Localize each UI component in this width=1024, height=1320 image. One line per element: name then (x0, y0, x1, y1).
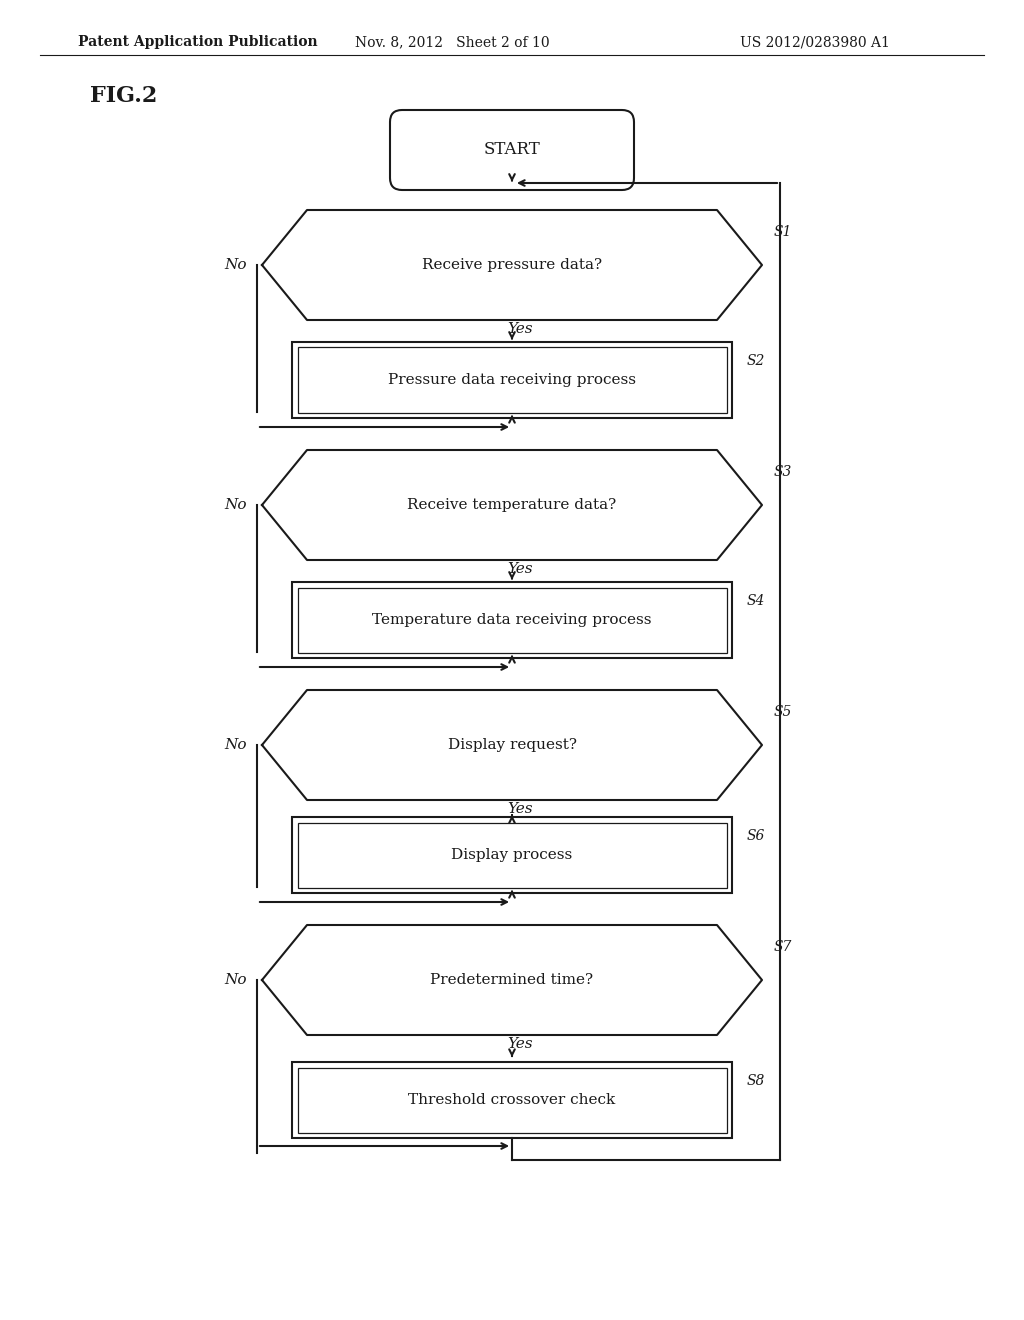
Text: US 2012/0283980 A1: US 2012/0283980 A1 (740, 36, 890, 49)
Text: FIG.2: FIG.2 (90, 84, 158, 107)
Text: Receive pressure data?: Receive pressure data? (422, 257, 602, 272)
Text: Patent Application Publication: Patent Application Publication (78, 36, 317, 49)
Text: Yes: Yes (507, 803, 532, 816)
Text: S4: S4 (746, 594, 765, 609)
Text: S8: S8 (746, 1074, 765, 1088)
Text: S3: S3 (774, 465, 793, 479)
Text: Receive temperature data?: Receive temperature data? (408, 498, 616, 512)
Text: No: No (224, 973, 247, 987)
Text: Yes: Yes (507, 1038, 532, 1051)
Text: Threshold crossover check: Threshold crossover check (409, 1093, 615, 1107)
Text: START: START (483, 141, 541, 158)
Text: S1: S1 (774, 224, 793, 239)
Text: Display process: Display process (452, 847, 572, 862)
Text: S7: S7 (774, 940, 793, 954)
Text: S6: S6 (746, 829, 765, 843)
Text: Pressure data receiving process: Pressure data receiving process (388, 374, 636, 387)
Text: Display request?: Display request? (447, 738, 577, 752)
Text: Yes: Yes (507, 322, 532, 337)
Text: Predetermined time?: Predetermined time? (430, 973, 594, 987)
Text: No: No (224, 738, 247, 752)
Text: S2: S2 (746, 354, 765, 368)
Text: No: No (224, 498, 247, 512)
Text: No: No (224, 257, 247, 272)
Text: Nov. 8, 2012   Sheet 2 of 10: Nov. 8, 2012 Sheet 2 of 10 (355, 36, 550, 49)
Text: S5: S5 (774, 705, 793, 719)
Text: Yes: Yes (507, 562, 532, 576)
Text: Temperature data receiving process: Temperature data receiving process (373, 612, 651, 627)
